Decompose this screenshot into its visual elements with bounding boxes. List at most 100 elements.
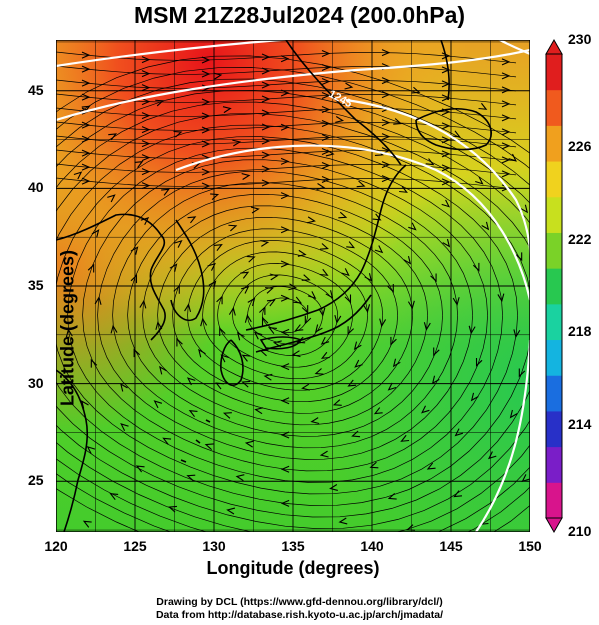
wind-arrow (501, 170, 511, 178)
x-axis-label: Longitude (degrees) (206, 558, 380, 578)
wind-arrow (261, 151, 271, 159)
y-tick-label: 30 (28, 374, 44, 391)
wind-arrow (353, 341, 362, 351)
height-contour (345, 98, 530, 280)
streamline (56, 136, 518, 495)
wind-arrow (130, 246, 139, 255)
wind-arrow (501, 100, 511, 108)
wind-arrow (515, 252, 523, 262)
wind-arrow (204, 443, 214, 451)
wind-arrow (316, 183, 326, 190)
wind-arrow (201, 182, 211, 190)
map-svg[interactable]: 1245 (56, 40, 530, 532)
y-tick-label: 45 (28, 81, 44, 98)
streamline (112, 182, 458, 449)
streamline (56, 149, 517, 162)
wind-arrow (280, 465, 290, 473)
wind-arrow (201, 140, 211, 148)
wind-arrow (266, 299, 276, 307)
colorbar-segment (546, 125, 562, 162)
wind-arrow (347, 326, 355, 336)
wind-arrow (421, 405, 430, 414)
wind-arrow (332, 399, 342, 406)
streamline (97, 170, 473, 460)
y-tick-label: 25 (28, 472, 44, 489)
wind-arrow (244, 313, 252, 323)
colorbar-tick-label: 230 (568, 31, 592, 47)
wind-arrow (321, 63, 331, 72)
wind-arrow (161, 188, 170, 196)
wind-arrow (280, 294, 290, 302)
wind-arrow (134, 160, 144, 168)
map-panel[interactable]: 1245 Latitude (degrees) (56, 40, 530, 532)
wind-arrow (188, 409, 198, 417)
wind-arrow (319, 268, 329, 276)
streamline (56, 163, 517, 176)
wind-arrow (468, 325, 476, 335)
wind-arrow (174, 239, 183, 248)
wind-arrow (133, 348, 141, 358)
colorbar-segment (546, 89, 562, 126)
wind-arrow (441, 199, 451, 208)
wind-arrow (240, 285, 250, 294)
wind-arrow (208, 280, 217, 290)
wind-arrow (280, 55, 290, 63)
wind-arrow (261, 109, 271, 117)
streamline (56, 177, 517, 190)
wind-arrow (141, 154, 151, 162)
wind-arrow (258, 305, 266, 315)
wind-arrow (470, 392, 479, 402)
wind-arrow (168, 505, 177, 513)
wind-arrow (301, 383, 310, 391)
wind-arrow (501, 142, 511, 150)
y-tick-label: 35 (28, 277, 44, 293)
wind-arrow (501, 58, 511, 66)
streamline (56, 135, 517, 148)
coastline (255, 294, 372, 353)
wind-arrow (141, 126, 151, 134)
wind-arrow (509, 409, 518, 419)
colorbar-segment (546, 339, 562, 376)
wind-arrow (441, 178, 451, 186)
wind-arrow (329, 484, 338, 491)
wind-arrow (141, 70, 151, 78)
wind-arrow (356, 180, 366, 188)
wind-arrow (215, 382, 225, 390)
wind-arrow (344, 294, 352, 304)
wind-arrow (407, 300, 415, 310)
wind-arrow (478, 102, 488, 110)
wind-arrow (236, 331, 245, 341)
streamline (56, 101, 530, 529)
wind-arrow (226, 507, 236, 515)
coastlines (56, 40, 492, 532)
wind-arrow (87, 263, 95, 273)
colorbar (545, 38, 563, 534)
wind-arrow (253, 331, 263, 340)
wind-arrow (372, 213, 382, 221)
wind-arrow (320, 351, 330, 359)
x-tick-label: 140 (360, 538, 384, 554)
wind-arrow (265, 287, 274, 294)
colorbar-frame (545, 53, 563, 519)
colorbar-bottom-tip (545, 517, 563, 534)
wind-arrow (351, 430, 361, 438)
wind-arrow (232, 139, 242, 147)
wind-arrow (235, 474, 245, 482)
wind-arrow (520, 204, 529, 214)
wind-arrow (364, 273, 373, 282)
wind-arrow (82, 520, 92, 528)
wind-arrow (141, 98, 151, 106)
chart-title: MSM 21Z28Jul2024 (200.0hPa) (133, 2, 466, 28)
wind-arrow (109, 492, 119, 500)
wind-arrow (363, 304, 371, 314)
wind-arrow (320, 336, 330, 345)
streamline (56, 124, 530, 506)
wind-arrow (501, 128, 511, 136)
wind-arrow (393, 118, 403, 125)
wind-arrow (201, 126, 211, 134)
wind-arrow (201, 112, 211, 120)
colorbar-tick-label: 210 (568, 523, 592, 539)
wind-arrow (241, 173, 251, 180)
wind-arrow (288, 283, 298, 291)
wind-arrow (228, 224, 238, 232)
